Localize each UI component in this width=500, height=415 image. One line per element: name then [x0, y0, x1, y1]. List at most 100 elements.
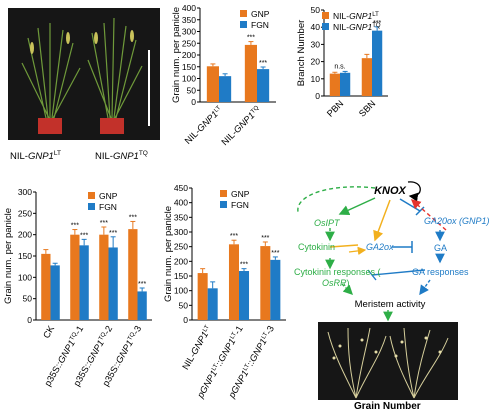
node-cytokinin: Cytokinin	[298, 242, 335, 252]
node-osipt: OsIPT	[314, 218, 341, 228]
bar	[99, 234, 109, 320]
bar	[244, 44, 257, 102]
node-ga2ox: GA2ox	[366, 242, 394, 252]
legend-swatch	[240, 10, 247, 17]
y-tick-label: 50	[311, 5, 321, 15]
plant-photo	[8, 8, 160, 140]
legend-label: NIL-GNP1LT	[333, 11, 379, 21]
bar	[219, 76, 232, 102]
bar	[372, 30, 383, 96]
y-axis-label: Grain num. per panicle	[3, 208, 14, 304]
significance-label: ***	[100, 220, 108, 227]
bar	[361, 58, 372, 96]
bar	[206, 66, 219, 102]
y-tick-label: 250	[174, 242, 188, 252]
y-tick-label: 200	[18, 230, 32, 240]
significance-label: ***	[261, 235, 269, 242]
y-tick-label: 350	[182, 15, 196, 25]
bar	[41, 253, 51, 320]
legend-swatch	[88, 192, 95, 199]
label-nil-gnp1-lt: NIL-GNP1LT	[10, 150, 61, 163]
y-axis-label: Grain num. per panicle	[163, 206, 174, 302]
y-axis-label: Grain num. per panicle	[171, 7, 182, 103]
panicle-illustration	[327, 327, 449, 399]
legend-label: GNP	[231, 189, 250, 199]
node-ga: GA	[434, 243, 447, 253]
significance-label: ***	[138, 281, 146, 288]
y-tick-label: 300	[18, 187, 32, 197]
bar	[257, 69, 270, 102]
y-tick-label: 450	[174, 183, 188, 193]
bar	[79, 245, 89, 320]
node-osrr: OsRR	[322, 278, 347, 288]
legend-swatch	[322, 12, 329, 19]
significance-label: ***	[259, 60, 267, 67]
bar	[128, 229, 138, 320]
y-tick-label: 150	[18, 251, 32, 261]
x-tick-label-group: SBN	[357, 98, 377, 118]
legend-label: FGN	[99, 202, 117, 212]
y-tick-label: 250	[182, 38, 196, 48]
significance-label: ***	[129, 214, 137, 221]
svg-text:OsRR): OsRR)	[322, 278, 350, 288]
ga-feedback-arrow	[410, 199, 447, 231]
y-tick-label: 10	[311, 74, 321, 84]
significance-label: n.s.	[334, 63, 345, 70]
legend-label: GNP	[99, 191, 118, 201]
y-tick-label: 50	[23, 294, 33, 304]
legend-swatch	[220, 201, 227, 208]
y-tick-label: 40	[311, 22, 321, 32]
y-tick-label: 200	[174, 256, 188, 266]
dashed-feedback-arrow	[297, 186, 376, 213]
bar	[137, 291, 147, 320]
x-tick-label-group: PBN	[325, 98, 345, 118]
y-tick-label: 200	[182, 50, 196, 60]
y-tick-label: 150	[182, 62, 196, 72]
y-tick-label: 100	[174, 286, 188, 296]
x-tick-label: NIL-GNP1TQ	[219, 104, 262, 147]
x-tick-label: NIL-GNP1LT	[180, 324, 213, 372]
y-tick-label: 350	[174, 212, 188, 222]
bar	[197, 273, 208, 320]
bar	[260, 246, 271, 320]
y-tick-label: 100	[182, 74, 196, 84]
x-tick-label-group: NIL-GNP1TQ	[219, 104, 262, 147]
x-tick-label-group: NIL-GNP1LT	[180, 324, 213, 372]
bar	[340, 72, 351, 96]
bar	[207, 288, 218, 320]
node-cytokinin-responses: Cytokinin responses (	[294, 267, 381, 277]
chart-grain-number-complementation: 0 50 100 150 200 250 300 350 400 450 Grain num. pe…	[163, 183, 286, 401]
bar	[108, 247, 118, 320]
significance-label: ***	[230, 233, 238, 240]
y-axis-label: Branch Number	[296, 20, 307, 87]
y-tick-label: 0	[315, 91, 320, 101]
significance-label: ***	[373, 20, 381, 27]
legend-label: FGN	[251, 20, 269, 30]
bar	[50, 265, 60, 320]
y-tick-label: 150	[174, 271, 188, 281]
grain-number-label: Grain Number	[354, 401, 421, 412]
legend-swatch	[220, 190, 227, 197]
y-tick-label: 50	[187, 85, 197, 95]
x-tick-label-group: CK	[41, 323, 56, 340]
bar	[270, 259, 281, 320]
chart-branch-number: 0 10 20 30 40 50 Branch Number n.s. *** PBN SBN NIL…	[296, 5, 388, 119]
legend-label: GNP	[251, 9, 270, 19]
bar	[329, 73, 340, 96]
significance-label: ***	[247, 35, 255, 42]
chart-grain-number-overexpression: 0 50 100 150 200 250 300 Grain num. per panicle…	[3, 187, 152, 388]
significance-label: ***	[80, 232, 88, 239]
significance-label: ***	[71, 223, 79, 230]
significance-label: ***	[109, 230, 117, 237]
y-tick-label: 0	[191, 97, 196, 107]
label-nil-gnp1-tq: NIL-GNP1TQ	[95, 150, 148, 163]
y-tick-label: 20	[311, 57, 321, 67]
legend-swatch	[240, 21, 247, 28]
regulation-diagram: KNOX OsIPT GA20ox (GNP1) Cytokinin GA2ox…	[294, 181, 490, 322]
node-ga-responses: GA responses	[412, 267, 469, 277]
legend-swatch	[322, 23, 329, 30]
x-tick-label: SBN	[357, 98, 377, 118]
legend-swatch	[88, 203, 95, 210]
x-tick-label: CK	[41, 323, 56, 340]
